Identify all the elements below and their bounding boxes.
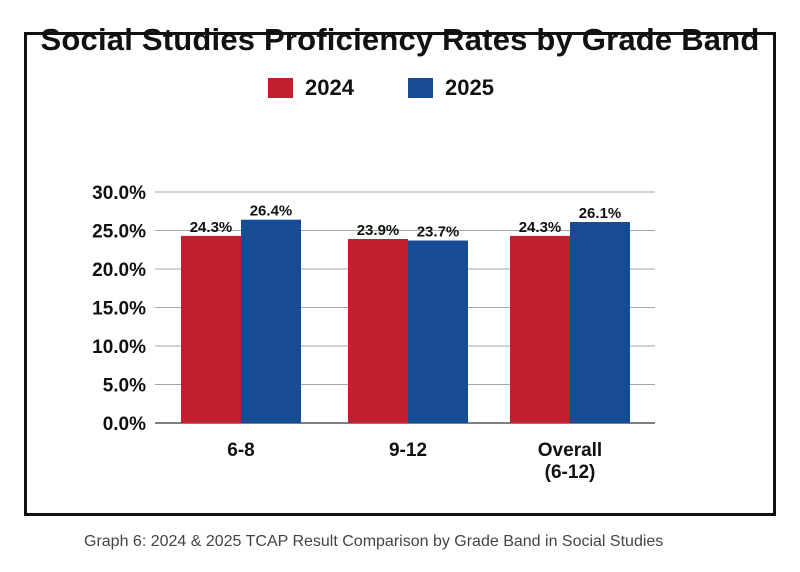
legend-swatch-2025 <box>408 78 433 98</box>
chart-legend: 2024 2025 <box>0 74 800 102</box>
bar <box>510 235 570 423</box>
y-tick-label: 15.0% <box>92 299 146 320</box>
bar <box>241 219 301 423</box>
bar <box>570 222 630 423</box>
x-tick-label: 9-12 <box>389 440 427 461</box>
chart-title: Social Studies Proficiency Rates by Grad… <box>40 22 760 57</box>
y-tick-label: 20.0% <box>92 260 146 281</box>
y-tick-label: 25.0% <box>92 222 146 243</box>
data-label: 24.3% <box>519 219 562 236</box>
bar <box>408 240 468 423</box>
y-tick-label: 10.0% <box>92 337 146 358</box>
bar <box>348 238 408 423</box>
figure-caption: Graph 6: 2024 & 2025 TCAP Result Compari… <box>84 533 664 550</box>
y-tick-label: 30.0% <box>92 183 146 204</box>
data-label: 26.1% <box>579 205 622 222</box>
y-tick-label: 5.0% <box>103 376 146 397</box>
data-label: 26.4% <box>250 203 293 220</box>
data-label: 23.9% <box>357 222 400 239</box>
legend-label-2025: 2025 <box>445 75 494 100</box>
x-tick-label: 6-8 <box>227 440 254 461</box>
legend-label-2024: 2024 <box>305 75 354 100</box>
data-label: 23.7% <box>417 224 460 241</box>
legend-item-2024: 2024 <box>268 74 354 102</box>
y-tick-label: 0.0% <box>103 414 146 435</box>
legend-swatch-2024 <box>268 78 293 98</box>
bar <box>181 235 241 423</box>
x-tick-label: Overall <box>538 440 602 461</box>
data-label: 24.3% <box>190 219 233 236</box>
x-tick-label: (6-12) <box>545 462 596 483</box>
legend-item-2025: 2025 <box>408 74 494 102</box>
